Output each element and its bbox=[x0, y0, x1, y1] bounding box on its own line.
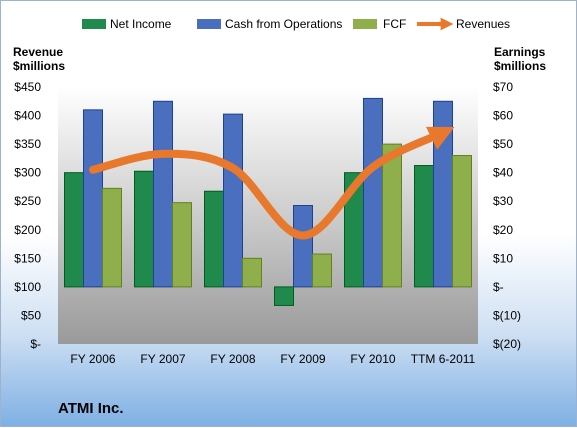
bar-fcf bbox=[453, 156, 472, 287]
left-axis-title-line1: Revenue bbox=[13, 45, 63, 59]
right-axis-title-line2: $millions bbox=[494, 59, 546, 73]
right-tick-label: $20 bbox=[493, 223, 513, 237]
right-tick-label: $(20) bbox=[493, 337, 521, 351]
bar-cash-from-operations bbox=[224, 114, 243, 287]
legend-item-revenues: Revenues bbox=[417, 17, 510, 31]
bar-fcf bbox=[383, 144, 402, 287]
legend-swatch-cash-from-operations bbox=[197, 19, 221, 29]
legend-label-net-income: Net Income bbox=[110, 17, 172, 31]
category-label: TTM 6-2011 bbox=[411, 352, 476, 366]
right-tick-label: $50 bbox=[493, 137, 513, 151]
left-tick-label: $350 bbox=[14, 137, 41, 151]
left-tick-label: $- bbox=[30, 337, 41, 351]
category-label: FY 2010 bbox=[350, 352, 395, 366]
bar-net-income bbox=[415, 166, 434, 287]
left-tick-label: $100 bbox=[14, 280, 41, 294]
legend-label-fcf: FCF bbox=[383, 17, 406, 31]
left-axis-ticks: $- $50 $100 $150 $200 $250 $300 $350 $400 $450 bbox=[14, 80, 41, 351]
left-tick-label: $300 bbox=[14, 166, 41, 180]
category-label: FY 2008 bbox=[210, 352, 255, 366]
bar-cash-from-operations bbox=[154, 101, 173, 287]
category-label: FY 2009 bbox=[280, 352, 325, 366]
bar-cash-from-operations bbox=[84, 110, 103, 287]
left-axis-title-line2: $millions bbox=[13, 59, 65, 73]
bar-fcf bbox=[103, 188, 122, 287]
left-tick-label: $400 bbox=[14, 109, 41, 123]
legend-swatch-fcf bbox=[353, 19, 377, 29]
legend-item-cash-from-operations: Cash from Operations bbox=[197, 17, 342, 31]
left-tick-label: $150 bbox=[14, 251, 41, 265]
left-tick-label: $200 bbox=[14, 223, 41, 237]
right-tick-label: $10 bbox=[493, 251, 513, 265]
bar-net-income bbox=[65, 173, 84, 287]
right-tick-label: $60 bbox=[493, 109, 513, 123]
bar-net-income bbox=[135, 171, 154, 287]
bar-net-income bbox=[275, 287, 294, 306]
legend-label-cash-from-operations: Cash from Operations bbox=[225, 17, 342, 31]
left-tick-label: $250 bbox=[14, 194, 41, 208]
legend: Net Income Cash from Operations FCF Reve… bbox=[82, 17, 510, 31]
category-labels: FY 2006 FY 2007 FY 2008 FY 2009 FY 2010 TTM 6… bbox=[70, 352, 475, 366]
legend-swatch-net-income bbox=[82, 19, 106, 29]
right-tick-label: $40 bbox=[493, 166, 513, 180]
legend-item-net-income: Net Income bbox=[82, 17, 172, 31]
right-tick-label: $(10) bbox=[493, 308, 521, 322]
right-tick-label: $- bbox=[493, 280, 504, 294]
right-axis-title-line1: Earnings bbox=[494, 45, 546, 59]
bar-cash-from-operations bbox=[294, 206, 313, 287]
left-tick-label: $50 bbox=[21, 308, 41, 322]
right-axis-ticks: $(20) $(10) $- $10 $20 $30 $40 $50 $60 $70 bbox=[493, 80, 521, 351]
left-tick-label: $450 bbox=[14, 80, 41, 94]
bar-fcf bbox=[313, 254, 332, 287]
company-name: ATMI Inc. bbox=[58, 400, 124, 417]
bar-fcf bbox=[173, 203, 192, 287]
category-label: FY 2006 bbox=[70, 352, 115, 366]
legend-label-revenues: Revenues bbox=[456, 17, 510, 31]
category-label: FY 2007 bbox=[140, 352, 185, 366]
legend-item-fcf: FCF bbox=[353, 17, 406, 31]
bar-cash-from-operations bbox=[364, 98, 383, 286]
bar-fcf bbox=[243, 258, 262, 287]
bar-net-income bbox=[205, 191, 224, 287]
right-tick-label: $70 bbox=[493, 80, 513, 94]
right-tick-label: $30 bbox=[493, 194, 513, 208]
